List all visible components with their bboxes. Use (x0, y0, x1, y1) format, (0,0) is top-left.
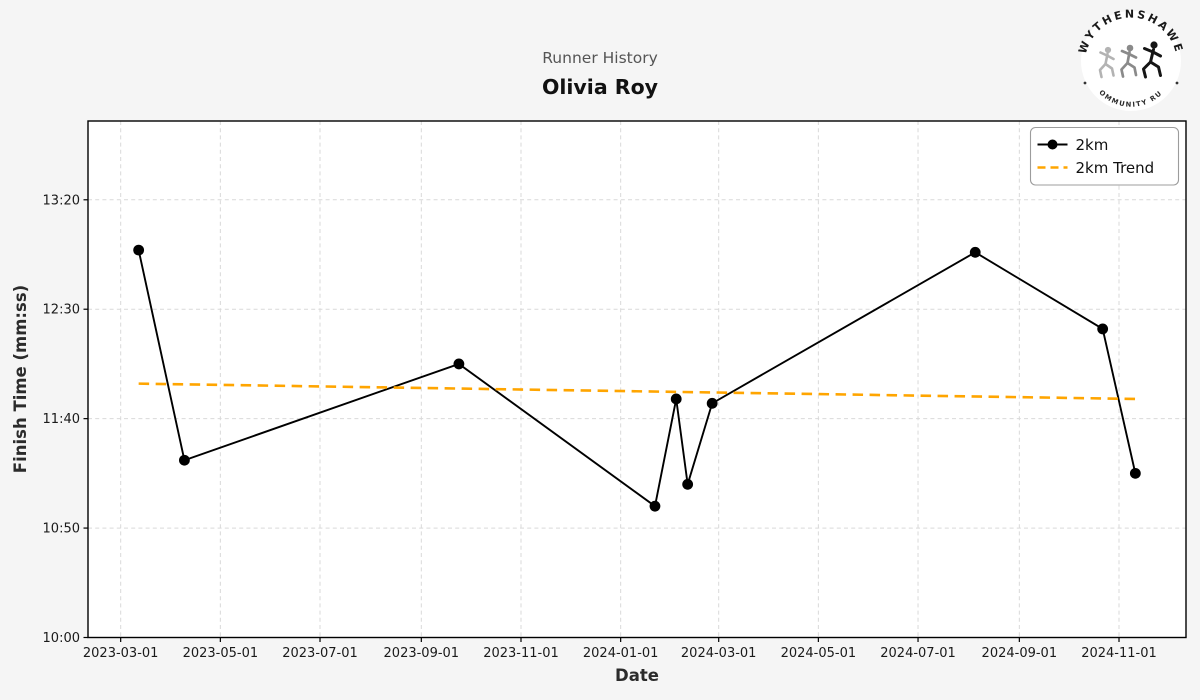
series-line-2km (137, 249, 1137, 508)
legend-sample-marker (1047, 139, 1058, 150)
data-point (1129, 467, 1141, 479)
logo-left-dot (1083, 81, 1087, 85)
y-tick-label: 10:50 (43, 522, 80, 537)
data-point (706, 397, 718, 409)
data-point (649, 500, 661, 512)
x-tick-label: 2024-09-01 (982, 646, 1058, 661)
x-tick-label: 2024-03-01 (681, 646, 757, 661)
runner-icon-medium (1120, 44, 1138, 78)
data-point (969, 246, 981, 258)
tick-labels: 2023-03-01 2023-05-01 2023-07-01 2023-09-01… (43, 193, 1157, 661)
legend-label: 2km (1076, 136, 1109, 154)
x-tick-label: 2024-01-01 (583, 646, 659, 661)
data-series (133, 244, 1141, 512)
x-tick-label: 2023-11-01 (483, 646, 559, 661)
data-point (1097, 323, 1109, 335)
plot-area (88, 121, 1186, 638)
legend-label: 2km Trend (1076, 159, 1155, 177)
y-tick-label: 10:00 (43, 631, 80, 646)
data-point (682, 478, 694, 490)
legend-box (1029, 126, 1180, 186)
x-tick-label: 2023-09-01 (384, 646, 460, 661)
runner-icon-dark (1142, 41, 1162, 79)
data-point (670, 393, 682, 405)
logo-right-dot (1175, 81, 1179, 85)
x-tick-label: 2023-05-01 (183, 646, 259, 661)
chart-suptitle: Runner History (542, 49, 658, 67)
x-tick-label: 2023-07-01 (282, 646, 358, 661)
x-tick-label: 2024-07-01 (880, 646, 956, 661)
y-axis-label: Finish Time (mm:ss) (11, 285, 30, 473)
legend: 2km 2km Trend (1029, 126, 1180, 186)
y-tick-label: 13:20 (43, 193, 80, 208)
y-tick-label: 12:30 (43, 303, 80, 318)
data-point (133, 244, 145, 256)
plot-border (87, 120, 1187, 639)
series-line-2km-trend (138, 382, 1136, 401)
x-tick-label: 2023-03-01 (83, 646, 159, 661)
x-axis-label: Date (615, 666, 659, 685)
data-point (453, 358, 465, 370)
x-tick-label: 2024-05-01 (781, 646, 857, 661)
logo-background-circle (1081, 11, 1181, 111)
runner-icon-light (1098, 46, 1115, 79)
y-tick-label: 11:40 (43, 412, 80, 427)
x-tick-label: 2024-11-01 (1081, 646, 1157, 661)
axis-ticks (83, 199, 1120, 642)
data-point (179, 454, 190, 466)
chart-title-runner-name: Olivia Roy (542, 75, 658, 99)
